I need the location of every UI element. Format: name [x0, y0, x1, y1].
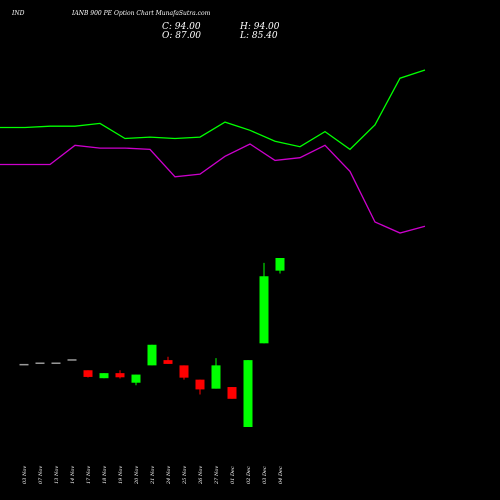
- candle-body: [227, 387, 237, 399]
- candles: [19, 258, 285, 427]
- x-tick-label: 20 Nov: [134, 466, 140, 485]
- x-tick-label: 03 Nov: [22, 466, 28, 484]
- candle-body: [163, 360, 173, 364]
- x-tick-label: 13 Nov: [54, 466, 60, 484]
- overlay-line-1: [0, 69, 426, 151]
- x-tick-label: 19 Nov: [118, 466, 124, 484]
- x-tick-label: 27 Nov: [214, 466, 220, 485]
- low-value: L: 85.40: [240, 31, 278, 41]
- candle-body: [147, 344, 157, 366]
- candle-body: [83, 370, 93, 377]
- x-tick-label: 02 Dec: [246, 466, 252, 484]
- candle-body: [131, 374, 141, 383]
- x-axis-ticks: 03 Nov 07 Nov 13 Nov 14 Nov 17 Nov 18 Nov 19 N…: [22, 466, 284, 485]
- close-value: C: 94.00: [162, 22, 201, 32]
- x-tick-label: 25 Nov: [182, 466, 188, 485]
- open-value: O: 87.00: [162, 31, 202, 41]
- candle-body: [275, 258, 285, 271]
- candle-body: [179, 365, 189, 378]
- candle-body: [99, 373, 109, 379]
- candle-body: [19, 363, 29, 366]
- x-tick-label: 14 Nov: [70, 466, 76, 484]
- candle-body: [243, 360, 253, 427]
- candle-body: [51, 362, 61, 364]
- x-tick-label: 17 Nov: [86, 466, 92, 484]
- x-tick-label: 04 Dec: [278, 466, 284, 484]
- overlay-lines: [0, 69, 426, 234]
- x-tick-label: 01 Dec: [230, 466, 236, 484]
- symbol-label: IND: [12, 10, 25, 17]
- candle-body: [115, 373, 125, 378]
- overlay-line-2: [0, 143, 426, 234]
- x-tick-label: 03 Dec: [262, 466, 268, 484]
- x-tick-label: 18 Nov: [102, 466, 108, 484]
- candle-body: [67, 359, 77, 361]
- candle-body: [211, 365, 221, 389]
- candle-body: [259, 276, 269, 344]
- x-tick-label: 24 Nov: [166, 466, 172, 485]
- x-tick-label: 07 Nov: [38, 466, 44, 484]
- candle-body: [195, 379, 205, 390]
- high-value: H: 94.00: [240, 22, 280, 32]
- chart-description: IANB 900 PE Option Chart MunafaSutra.com: [72, 10, 211, 17]
- x-tick-label: 26 Nov: [198, 466, 204, 485]
- candle-body: [35, 362, 45, 364]
- x-tick-label: 21 Nov: [150, 466, 156, 485]
